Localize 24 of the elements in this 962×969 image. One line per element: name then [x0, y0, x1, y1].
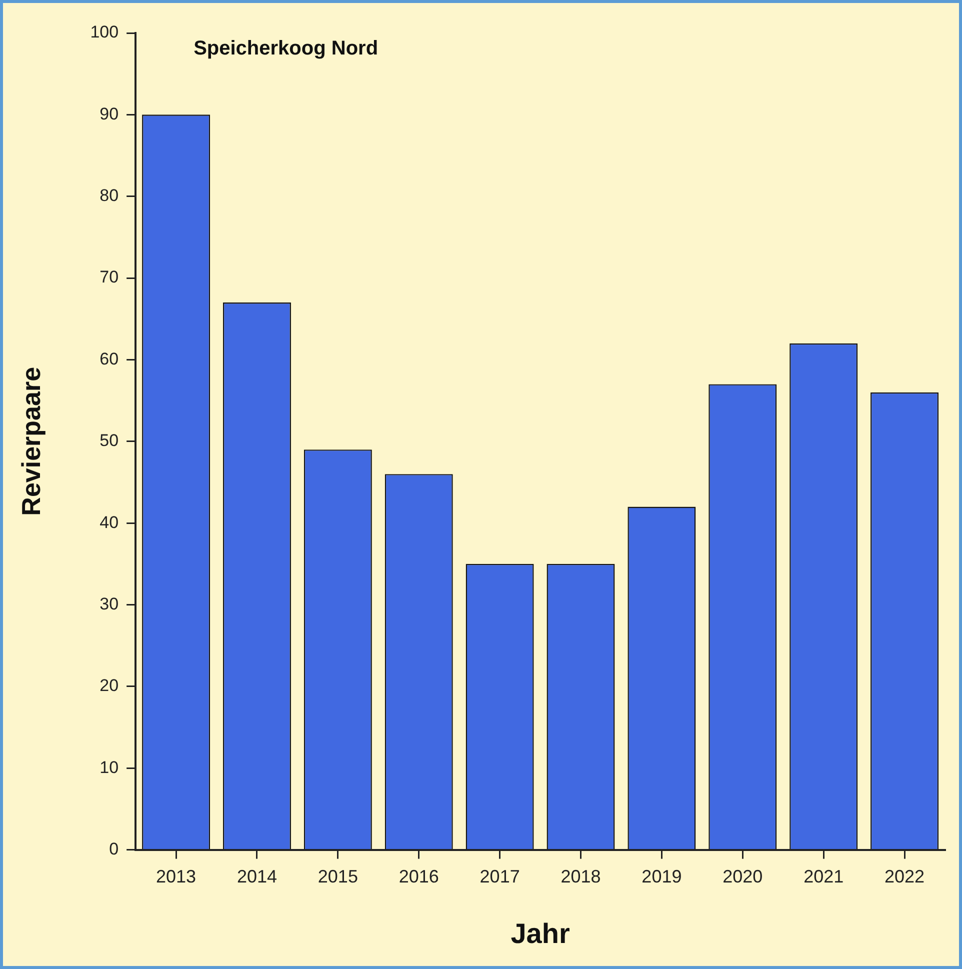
- chart-title: Speicherkoog Nord: [194, 38, 378, 60]
- y-tick-label: 90: [100, 104, 119, 124]
- y-tick-label: 100: [90, 22, 119, 42]
- x-tick-label: 2020: [722, 866, 763, 887]
- y-tick-label: 70: [100, 268, 119, 287]
- x-tick-label: 2022: [884, 866, 925, 887]
- y-tick-label: 80: [100, 186, 119, 206]
- x-tick-label: 2014: [236, 866, 278, 887]
- x-tick-label: 2017: [480, 866, 520, 887]
- y-tick-label: 10: [100, 758, 119, 777]
- y-tick-label: 50: [100, 431, 119, 450]
- x-tick-label: 2015: [318, 866, 358, 887]
- y-tick-label: 0: [109, 839, 119, 858]
- y-tick-label: 30: [100, 594, 119, 614]
- x-tick-label: 2018: [560, 866, 601, 887]
- y-tick-label: 60: [100, 349, 119, 368]
- x-tick-label: 2019: [642, 866, 682, 887]
- y-axis-title: Revierpaare: [16, 366, 46, 516]
- x-axis-title: Jahr: [510, 918, 570, 949]
- x-tick-label: 2013: [156, 866, 196, 887]
- y-tick-label: 20: [100, 676, 119, 696]
- x-tick-label: 2016: [398, 866, 439, 887]
- x-tick-label: 2021: [804, 866, 844, 887]
- y-tick-label: 40: [100, 512, 119, 532]
